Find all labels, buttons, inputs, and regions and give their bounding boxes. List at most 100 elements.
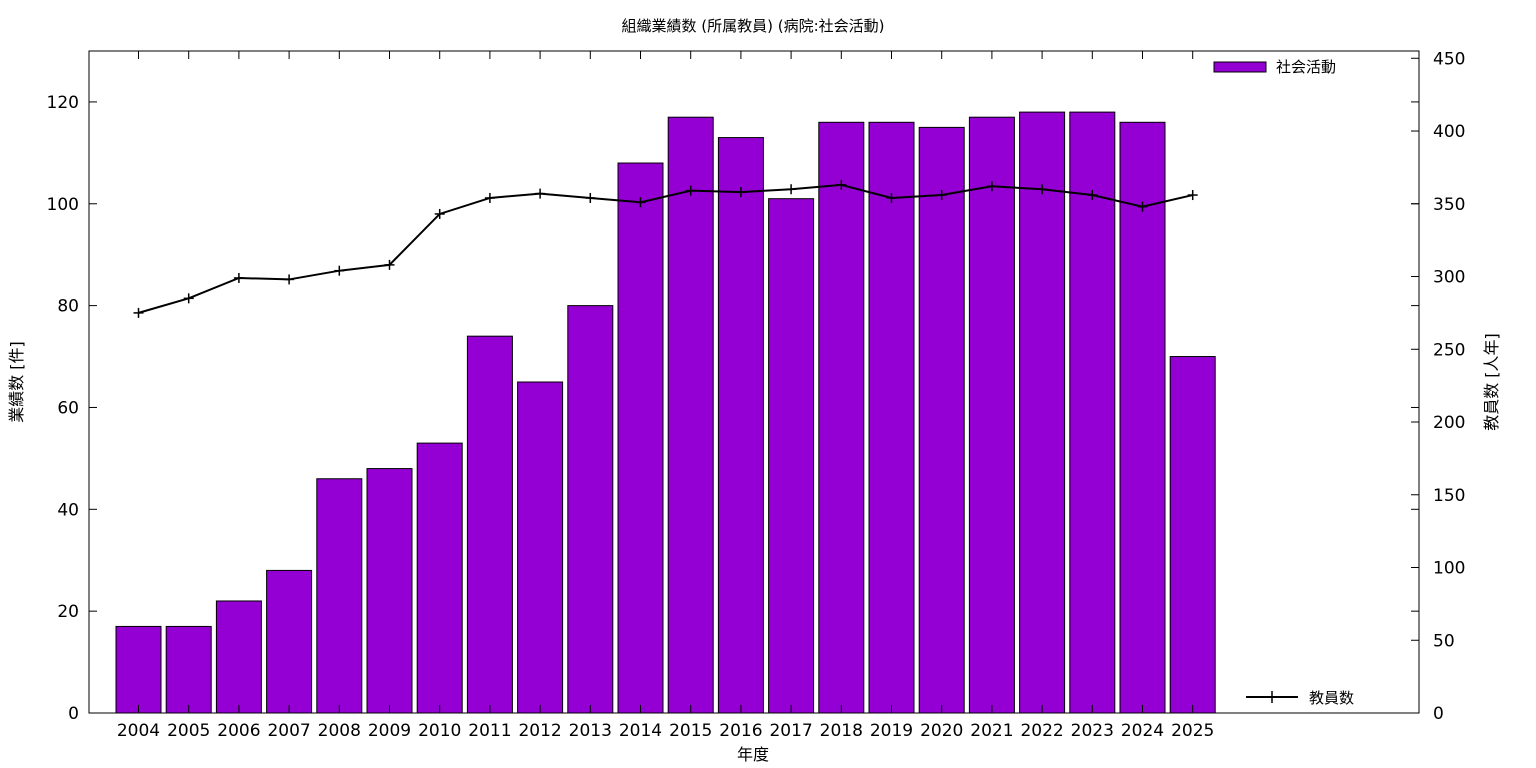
line-point-2017 xyxy=(786,184,797,195)
y-axis-label: 業績数 [件] xyxy=(7,341,26,423)
y-tick-label: 60 xyxy=(57,398,79,418)
bar-2017 xyxy=(768,198,815,714)
y2-tick-label: 200 xyxy=(1433,413,1465,433)
line-point-2019 xyxy=(886,192,897,203)
x-tick-label: 2020 xyxy=(920,721,963,741)
y2-tick-label: 100 xyxy=(1433,559,1465,579)
bar-2006 xyxy=(215,600,262,714)
y2-tick-label: 150 xyxy=(1433,486,1465,506)
line-point-2024 xyxy=(1137,201,1148,212)
line-point-2008 xyxy=(334,265,345,276)
bar-2009 xyxy=(366,468,413,714)
bar-2021 xyxy=(968,116,1015,714)
bar-2008 xyxy=(316,478,363,714)
line-point-2022 xyxy=(1037,184,1048,195)
x-tick-label: 2022 xyxy=(1020,721,1063,741)
x-tick-label: 2012 xyxy=(518,721,561,741)
line-point-2005 xyxy=(183,293,194,304)
line-point-2010 xyxy=(434,208,445,219)
y-axis-left: 0 20 40 60 80 100 120 xyxy=(47,93,1419,724)
x-tick-label: 2017 xyxy=(769,721,812,741)
x-tick-label: 2011 xyxy=(468,721,511,741)
bar-2020 xyxy=(918,126,965,714)
x-axis-label: 年度 xyxy=(737,745,769,764)
line-point-2021 xyxy=(986,181,997,192)
bar-2016 xyxy=(717,137,764,714)
x-tick-label: 2005 xyxy=(167,721,210,741)
y2-tick-label: 0 xyxy=(1433,704,1444,724)
x-axis: 2004 2005 2006 2007 2008 2009 2010 2011 2012 2013… xyxy=(117,51,1214,741)
y-tick-label: 80 xyxy=(57,297,79,317)
chart-title: 組織業績数 (所属教員) (病院:社会活動) xyxy=(622,17,885,35)
bar-series xyxy=(115,111,1216,714)
line-point-2007 xyxy=(284,274,295,285)
y-tick-label: 40 xyxy=(57,500,79,520)
y2-tick-label: 250 xyxy=(1433,340,1465,360)
line-point-2009 xyxy=(384,259,395,270)
line-point-2023 xyxy=(1087,190,1098,201)
bar-2004 xyxy=(115,625,162,714)
legend-line-label: 教員数 xyxy=(1309,689,1354,707)
y-axis-right: 0 50 100 150 200 250 300 350 400 450 xyxy=(1411,49,1465,724)
bar-2013 xyxy=(567,305,614,714)
line-point-2013 xyxy=(585,192,596,203)
x-tick-label: 2004 xyxy=(117,721,160,741)
x-tick-label: 2008 xyxy=(318,721,361,741)
bar-2014 xyxy=(617,162,664,714)
line-point-2011 xyxy=(484,192,495,203)
y-tick-label: 120 xyxy=(47,93,79,113)
y2-tick-label: 400 xyxy=(1433,122,1465,142)
x-tick-label: 2013 xyxy=(569,721,612,741)
bar-2012 xyxy=(517,381,564,714)
line-point-2018 xyxy=(836,179,847,190)
y2-axis-label: 教員数 [人年] xyxy=(1482,333,1501,431)
plot-frame xyxy=(88,50,1420,714)
x-tick-label: 2021 xyxy=(970,721,1013,741)
bar-2024 xyxy=(1119,121,1166,714)
x-tick-label: 2016 xyxy=(719,721,762,741)
y-tick-label: 0 xyxy=(68,704,79,724)
bar-2005 xyxy=(165,625,212,714)
y2-tick-label: 450 xyxy=(1433,49,1465,69)
line-point-2014 xyxy=(635,197,646,208)
x-tick-label: 2010 xyxy=(418,721,461,741)
bar-2019 xyxy=(868,121,915,714)
line-point-2020 xyxy=(936,190,947,201)
bar-2011 xyxy=(466,335,513,714)
x-tick-label: 2014 xyxy=(619,721,662,741)
line-point-2006 xyxy=(233,272,244,283)
bar-2018 xyxy=(818,121,865,714)
line-point-2004 xyxy=(133,307,144,318)
bar-2023 xyxy=(1069,111,1116,714)
x-tick-label: 2025 xyxy=(1171,721,1214,741)
line-point-2016 xyxy=(735,187,746,198)
x-tick-label: 2024 xyxy=(1121,721,1164,741)
legend-bar: 社会活動 xyxy=(1213,58,1336,76)
x-tick-label: 2018 xyxy=(820,721,863,741)
legend-bar-swatch xyxy=(1213,61,1267,73)
x-tick-label: 2007 xyxy=(267,721,310,741)
x-tick-label: 2015 xyxy=(669,721,712,741)
x-tick-label: 2019 xyxy=(870,721,913,741)
x-tick-label: 2009 xyxy=(368,721,411,741)
legend-bar-label: 社会活動 xyxy=(1276,58,1336,76)
line-series xyxy=(133,179,1198,318)
line-point-2012 xyxy=(535,188,546,199)
y-tick-label: 20 xyxy=(57,602,79,622)
bar-2025 xyxy=(1169,356,1216,714)
bar-2022 xyxy=(1019,111,1066,714)
line-point-2025 xyxy=(1187,190,1198,201)
y2-tick-label: 50 xyxy=(1433,631,1455,651)
x-tick-label: 2006 xyxy=(217,721,260,741)
x-tick-label: 2023 xyxy=(1071,721,1114,741)
y-tick-label: 100 xyxy=(47,195,79,215)
legend-line: 教員数 xyxy=(1246,689,1354,707)
bar-2010 xyxy=(416,442,463,714)
y2-tick-label: 300 xyxy=(1433,268,1465,288)
line-point-2015 xyxy=(685,185,696,196)
line-path xyxy=(138,183,1193,314)
bar-2007 xyxy=(266,569,313,714)
bar-2015 xyxy=(667,116,714,714)
y2-tick-label: 350 xyxy=(1433,195,1465,215)
